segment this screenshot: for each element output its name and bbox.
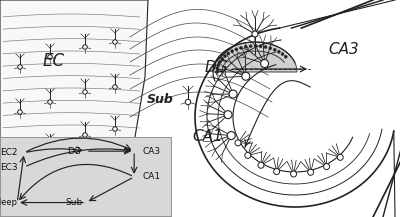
Circle shape xyxy=(337,154,343,160)
Circle shape xyxy=(216,71,218,74)
Circle shape xyxy=(113,85,117,89)
Circle shape xyxy=(113,40,117,44)
FancyBboxPatch shape xyxy=(0,137,172,217)
Text: CA1: CA1 xyxy=(193,129,223,144)
Circle shape xyxy=(308,169,314,175)
Text: CA3: CA3 xyxy=(142,147,160,156)
Circle shape xyxy=(218,61,222,63)
Circle shape xyxy=(284,55,287,58)
Circle shape xyxy=(324,164,330,169)
Circle shape xyxy=(83,45,87,49)
Circle shape xyxy=(277,50,280,53)
Circle shape xyxy=(244,45,247,48)
Circle shape xyxy=(249,45,252,48)
Circle shape xyxy=(224,54,226,58)
Circle shape xyxy=(227,52,230,55)
Circle shape xyxy=(48,145,52,149)
Circle shape xyxy=(48,55,52,59)
Circle shape xyxy=(83,133,87,137)
Circle shape xyxy=(273,48,276,51)
Text: EC3: EC3 xyxy=(0,163,18,172)
Circle shape xyxy=(229,90,237,98)
Text: DG: DG xyxy=(204,60,228,75)
Polygon shape xyxy=(213,42,297,72)
Circle shape xyxy=(281,53,284,56)
Text: EC2: EC2 xyxy=(0,148,17,157)
Text: CA1: CA1 xyxy=(142,172,160,181)
Circle shape xyxy=(18,110,22,114)
Circle shape xyxy=(254,44,257,48)
Circle shape xyxy=(269,47,272,50)
Circle shape xyxy=(239,46,242,49)
Text: EC deep: EC deep xyxy=(0,198,18,207)
Circle shape xyxy=(83,90,87,94)
Circle shape xyxy=(216,67,219,70)
Circle shape xyxy=(264,46,267,49)
Polygon shape xyxy=(0,0,148,217)
Circle shape xyxy=(235,48,238,51)
Circle shape xyxy=(235,140,241,146)
Circle shape xyxy=(290,171,296,177)
Circle shape xyxy=(252,31,258,37)
Circle shape xyxy=(260,59,268,67)
Text: Sub: Sub xyxy=(65,198,82,207)
Circle shape xyxy=(227,132,235,140)
Circle shape xyxy=(242,72,250,80)
Circle shape xyxy=(18,65,22,69)
Circle shape xyxy=(258,162,264,168)
Circle shape xyxy=(221,57,224,60)
Text: Sub: Sub xyxy=(146,93,174,106)
Text: CA3: CA3 xyxy=(329,42,359,58)
Circle shape xyxy=(231,50,234,53)
Text: EC: EC xyxy=(43,52,65,70)
Text: DG: DG xyxy=(67,147,81,156)
Circle shape xyxy=(274,169,280,175)
Circle shape xyxy=(18,155,22,159)
Circle shape xyxy=(217,64,220,67)
Circle shape xyxy=(245,153,251,158)
Circle shape xyxy=(185,99,191,105)
Circle shape xyxy=(48,100,52,104)
Circle shape xyxy=(113,127,117,131)
Circle shape xyxy=(224,111,232,119)
Circle shape xyxy=(259,45,262,48)
